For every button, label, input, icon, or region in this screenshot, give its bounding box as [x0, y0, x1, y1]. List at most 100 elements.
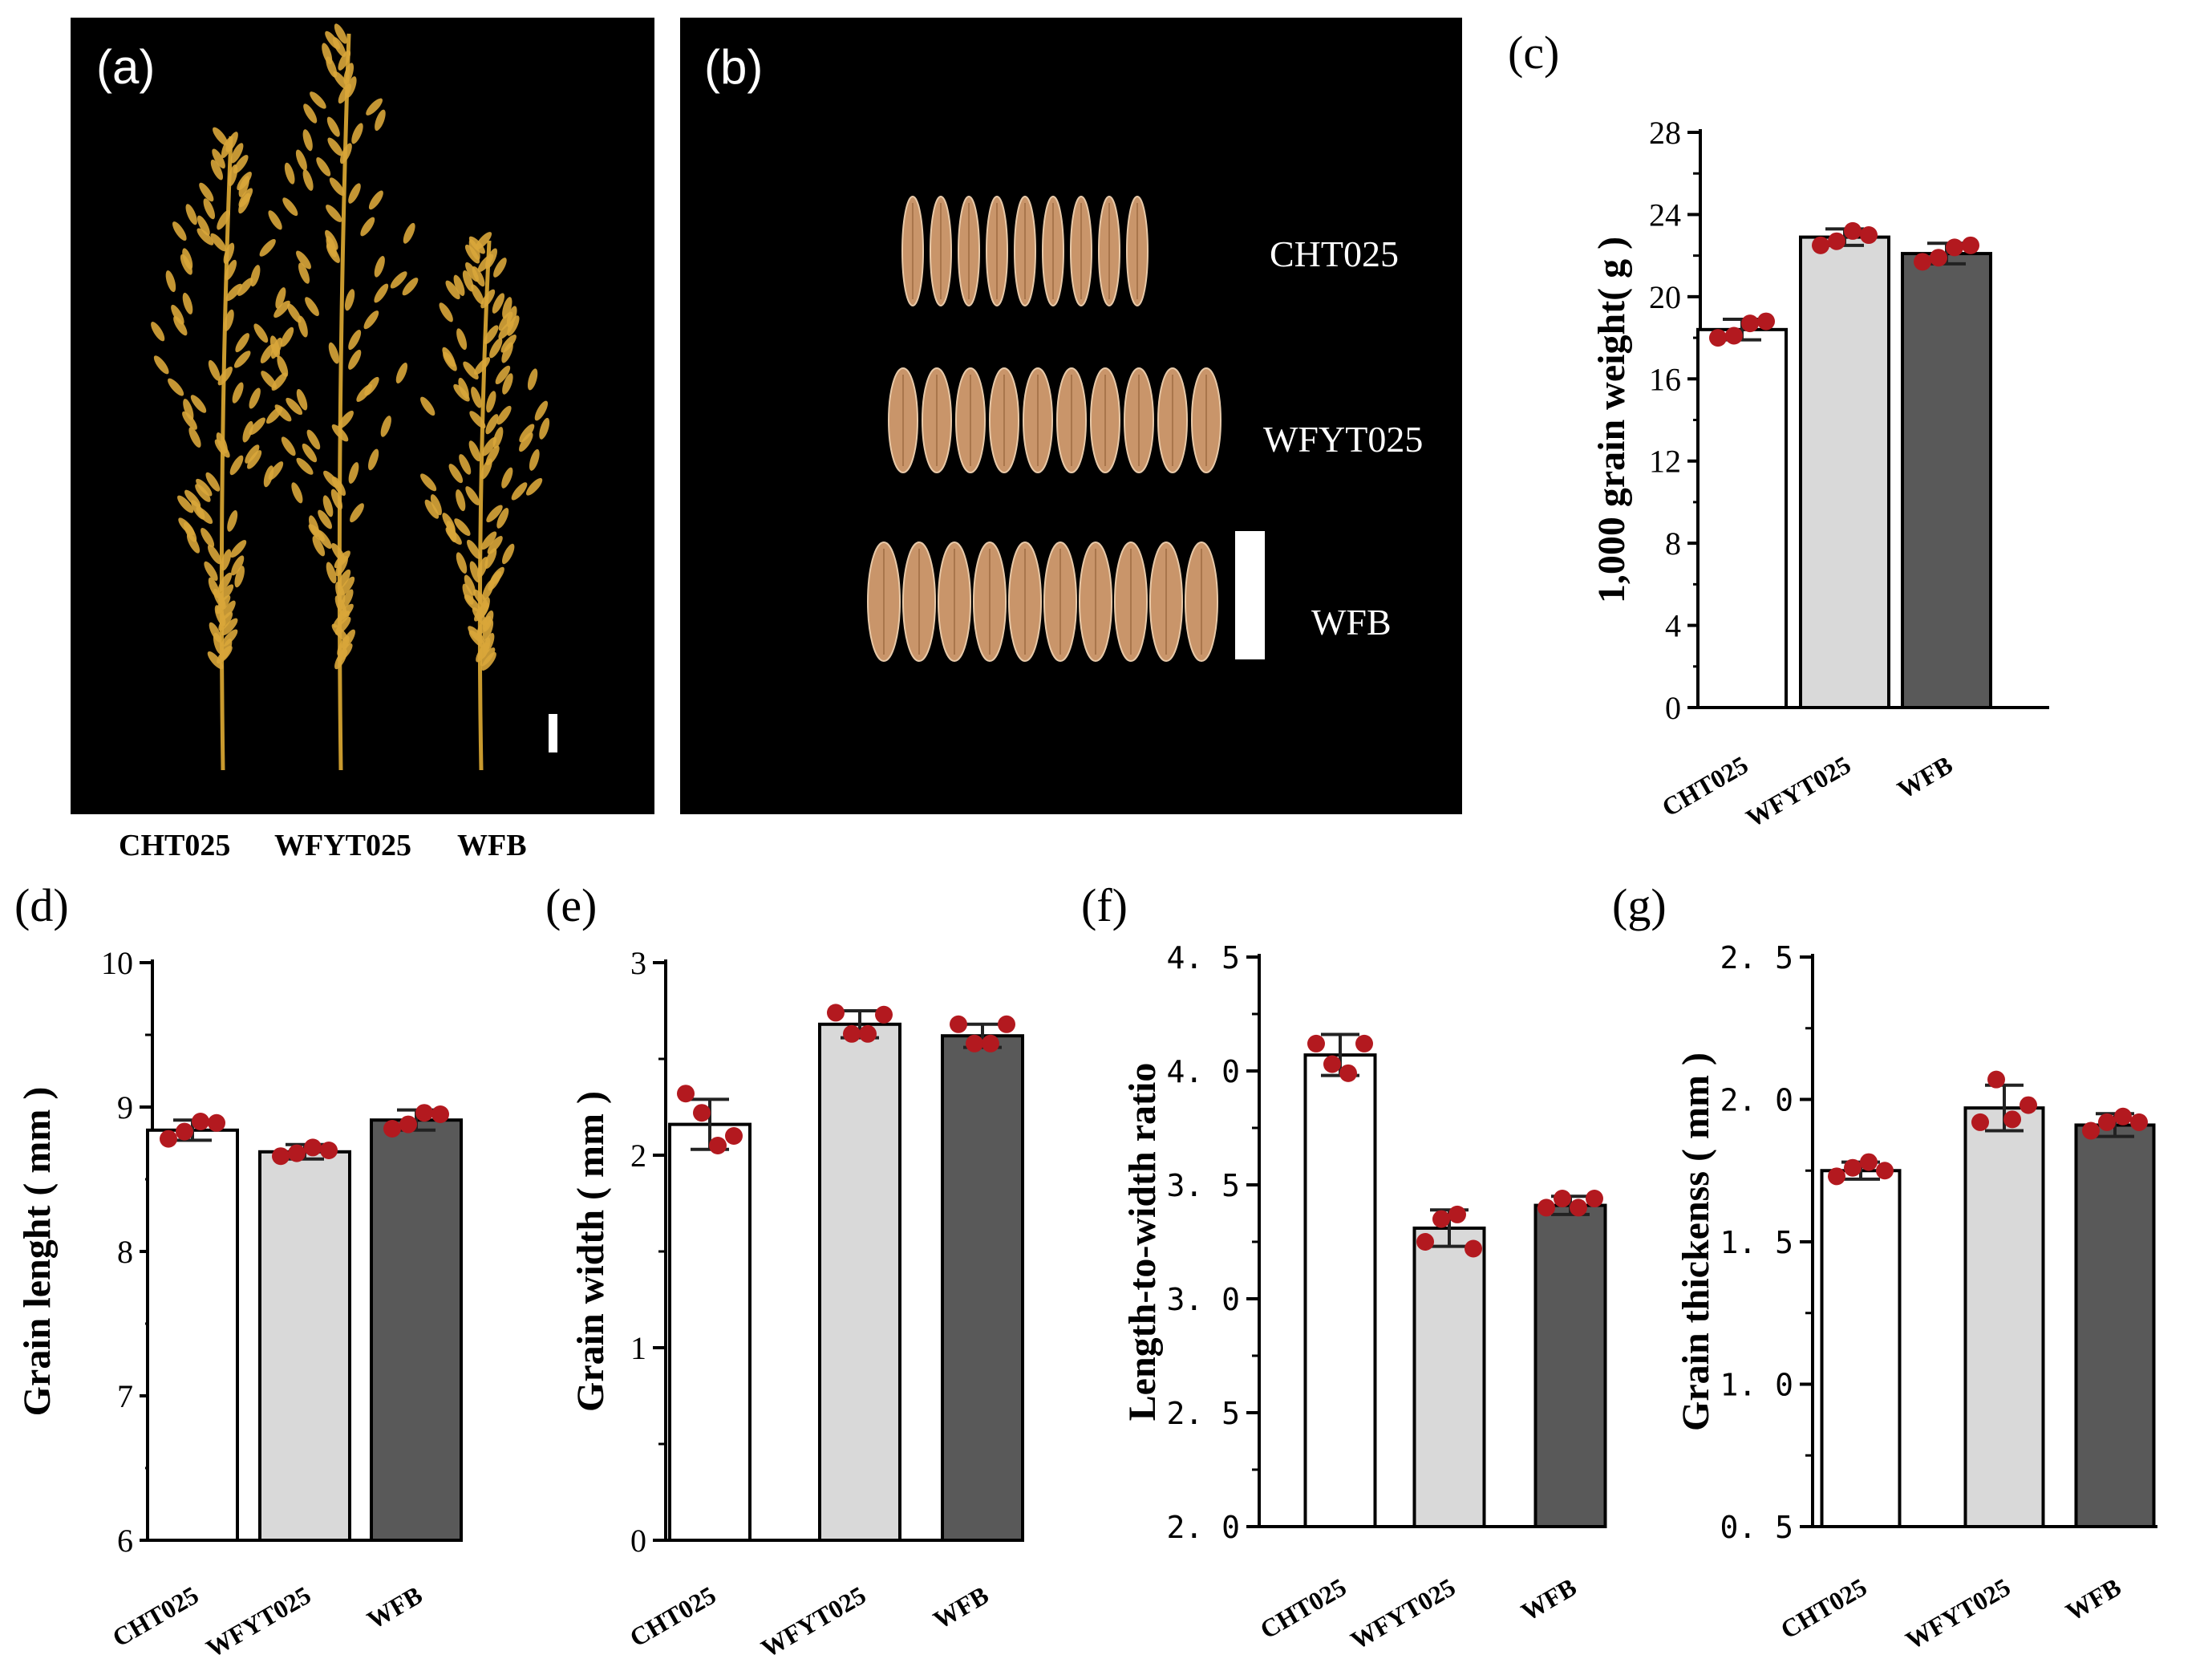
data-point [1987, 1070, 2005, 1089]
bar-wfb [2074, 1123, 2156, 1528]
chart-f-length-width-ratio: (f) 2. 0 2. 5 3. 0 3. 5 4. 0 4. 5 Length-to-wid… [1081, 879, 1607, 1655]
panicle-grain [464, 574, 476, 596]
panicle-grain [185, 204, 197, 225]
grain-row [867, 541, 1218, 662]
y-tick-label: 0 [630, 1523, 646, 1559]
data-point [160, 1130, 177, 1148]
y-tick-label: 2. 5 [1166, 1396, 1240, 1431]
chart-d-grain-length: (d) 6 7 8 9 10 Grain lenght ( mm ) CHT025WFYT02… [14, 879, 463, 1663]
caption-label-cht025: CHT025 [119, 829, 230, 862]
panicle-grain [225, 259, 237, 281]
panel-f-label: (f) [1081, 879, 1128, 931]
panicle-grain [459, 454, 472, 475]
panicle-grain [210, 159, 224, 180]
panicle-grain [334, 649, 347, 670]
panicle-grain [456, 489, 466, 512]
bar-wfb [1901, 252, 1992, 709]
panicle-grain [282, 197, 298, 217]
x-tick-label: WFYT025 [201, 1580, 316, 1663]
data-point [1741, 314, 1759, 333]
grain-row [901, 196, 1149, 306]
data-point [2020, 1096, 2037, 1114]
x-tick-label: WFYT025 [1901, 1572, 2016, 1655]
panicle-grain [273, 300, 290, 318]
data-point [208, 1113, 225, 1132]
panicle-grain [498, 321, 514, 339]
panicle-grain [469, 561, 480, 583]
data-point [1930, 249, 1947, 267]
panicle-grain [233, 351, 251, 368]
data-point [2003, 1110, 2021, 1129]
panel-b-label: (b) [704, 40, 763, 94]
y-tick-label: 28 [1649, 115, 1681, 151]
panicle-grain [214, 439, 230, 458]
y-tick-label: 2 [630, 1138, 646, 1174]
panicle-grain [348, 330, 362, 351]
x-tick-label: WFB [1516, 1572, 1581, 1627]
panicle-grain [322, 495, 334, 517]
panicle [420, 232, 550, 771]
panicle-grain [527, 368, 538, 391]
panicle-grain [199, 182, 214, 202]
data-point [998, 1015, 1015, 1033]
panicle-grain [368, 448, 379, 471]
y-tick-label: 4 [1665, 608, 1681, 644]
y-tick-label: 7 [117, 1378, 133, 1414]
panicle-grain [317, 529, 332, 550]
panicle-grain [225, 283, 242, 302]
panicle-grain [338, 410, 354, 429]
panicle-grain [480, 289, 496, 309]
data-point [1554, 1190, 1571, 1208]
panicle-grain [207, 651, 224, 670]
panicle-grain [334, 23, 347, 44]
panicle-grain [462, 270, 474, 292]
grain-row-label-wfyt025: WFYT025 [1263, 419, 1423, 460]
panicle-grain [448, 464, 464, 484]
panicle-grain [269, 335, 281, 358]
bar-wfyt025 [1963, 1106, 2045, 1528]
panicle-grain [327, 137, 343, 156]
data-point [693, 1104, 711, 1122]
panicle-grain [260, 343, 275, 363]
data-point [176, 1122, 193, 1141]
panicle-grain [375, 109, 386, 132]
panicle-grain [188, 427, 201, 448]
bar-cht025 [1303, 1053, 1377, 1528]
panicle-grain [229, 455, 244, 476]
panicle-grain [263, 465, 274, 488]
panicle-grain [467, 539, 481, 559]
panicle-photo [71, 18, 654, 814]
panicle-grain [221, 136, 233, 158]
panicle-grain [165, 270, 176, 293]
panicle-grain [420, 473, 437, 492]
y-tick-label: 3 [630, 945, 646, 981]
panicle-grain [430, 494, 442, 516]
y-tick-label: 3. 0 [1166, 1282, 1240, 1317]
panicle-grain [230, 143, 244, 164]
panicle-grain [223, 242, 235, 265]
y-tick-label: 0. 5 [1720, 1510, 1793, 1545]
grain-illustrations [867, 196, 1221, 662]
caption-label-wfb: WFB [457, 829, 527, 862]
panicle-grain [186, 533, 201, 554]
panicle-grain [456, 552, 468, 574]
panicle-grain [489, 338, 503, 359]
data-point [2114, 1107, 2132, 1126]
y-tick-label: 4. 5 [1166, 940, 1240, 975]
panicle-grain [329, 177, 345, 197]
panicle-grain [296, 250, 311, 270]
panicle-grain [360, 217, 375, 237]
panicle-grain [296, 457, 314, 475]
panicle-grain [464, 244, 480, 264]
panicle-grain [173, 316, 188, 336]
panicle-grain [471, 387, 482, 408]
panicle-grain [390, 271, 407, 289]
panicle-grain [468, 630, 485, 648]
panicle-grain [326, 116, 340, 137]
panicle-grain [261, 371, 277, 389]
data-point [677, 1085, 695, 1103]
y-tick-label: 20 [1649, 279, 1681, 315]
panicle-grain [259, 239, 276, 257]
panicle-grain [480, 458, 492, 480]
y-tick-label: 2. 0 [1720, 1083, 1793, 1118]
